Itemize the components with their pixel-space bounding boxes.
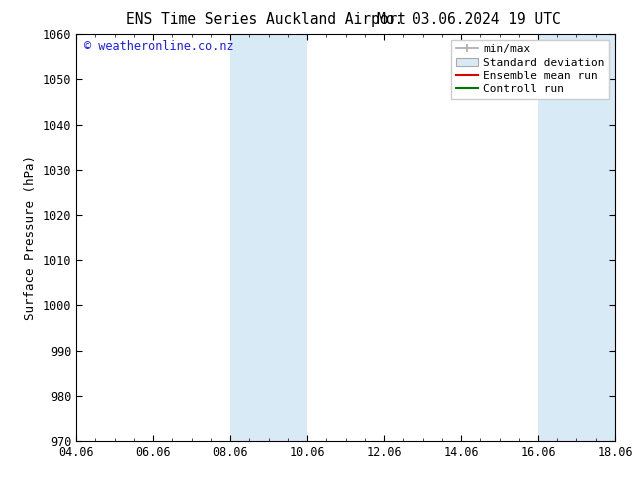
Bar bbox=[538, 34, 615, 441]
Text: ENS Time Series Auckland Airport: ENS Time Series Auckland Airport bbox=[126, 12, 406, 27]
Legend: min/max, Standard deviation, Ensemble mean run, Controll run: min/max, Standard deviation, Ensemble me… bbox=[451, 40, 609, 99]
Y-axis label: Surface Pressure (hPa): Surface Pressure (hPa) bbox=[24, 155, 37, 320]
Text: © weatheronline.co.nz: © weatheronline.co.nz bbox=[84, 40, 234, 53]
Bar bbox=[230, 34, 307, 441]
Text: Mo. 03.06.2024 19 UTC: Mo. 03.06.2024 19 UTC bbox=[377, 12, 561, 27]
